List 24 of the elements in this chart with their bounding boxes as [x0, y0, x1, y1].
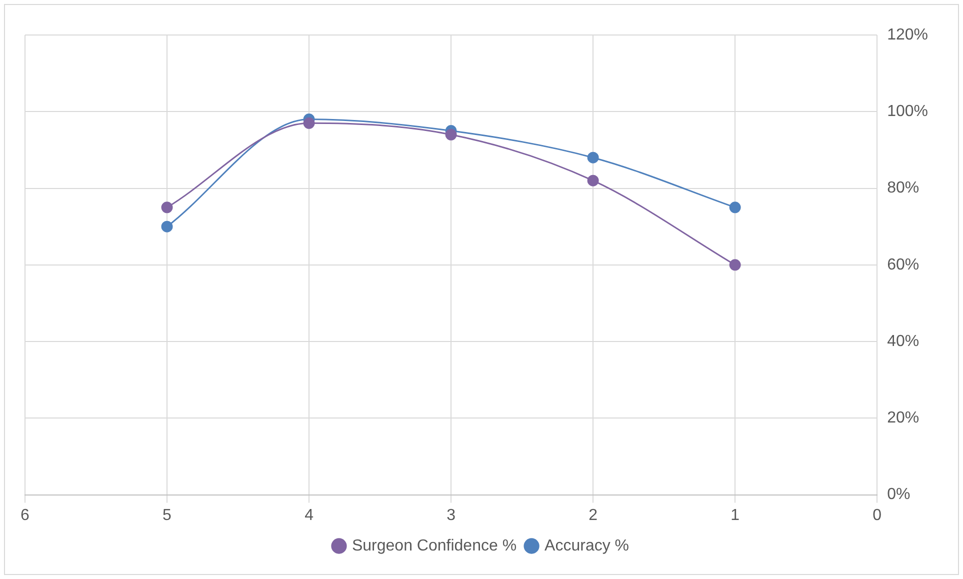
- y-tick-label: 60%: [887, 256, 920, 274]
- x-tick-label: 1: [730, 506, 740, 524]
- x-tick-label: 4: [304, 506, 314, 524]
- legend-label: Accuracy %: [544, 537, 630, 554]
- point: [161, 220, 173, 232]
- y-tick-label: 100%: [887, 103, 928, 120]
- point: [587, 152, 599, 164]
- y-tick-label: 0%: [887, 486, 910, 504]
- point: [729, 259, 741, 271]
- point: [161, 202, 173, 214]
- point: [303, 117, 315, 129]
- y-tick-label: 40%: [887, 332, 920, 350]
- point: [445, 128, 457, 140]
- legend-label: Surgeon Confidence %: [352, 537, 517, 554]
- x-tick-label: 2: [588, 506, 598, 524]
- x-tick-label: 0: [872, 506, 882, 524]
- x-tick-label: 5: [162, 506, 172, 524]
- y-tick-label: 120%: [887, 26, 928, 44]
- point: [587, 174, 599, 186]
- point: [729, 202, 741, 214]
- y-tick-label: 80%: [887, 180, 920, 197]
- x-tick-label: 6: [20, 506, 30, 524]
- x-tick-label: 3: [446, 506, 456, 524]
- y-tick-label: 20%: [887, 410, 920, 427]
